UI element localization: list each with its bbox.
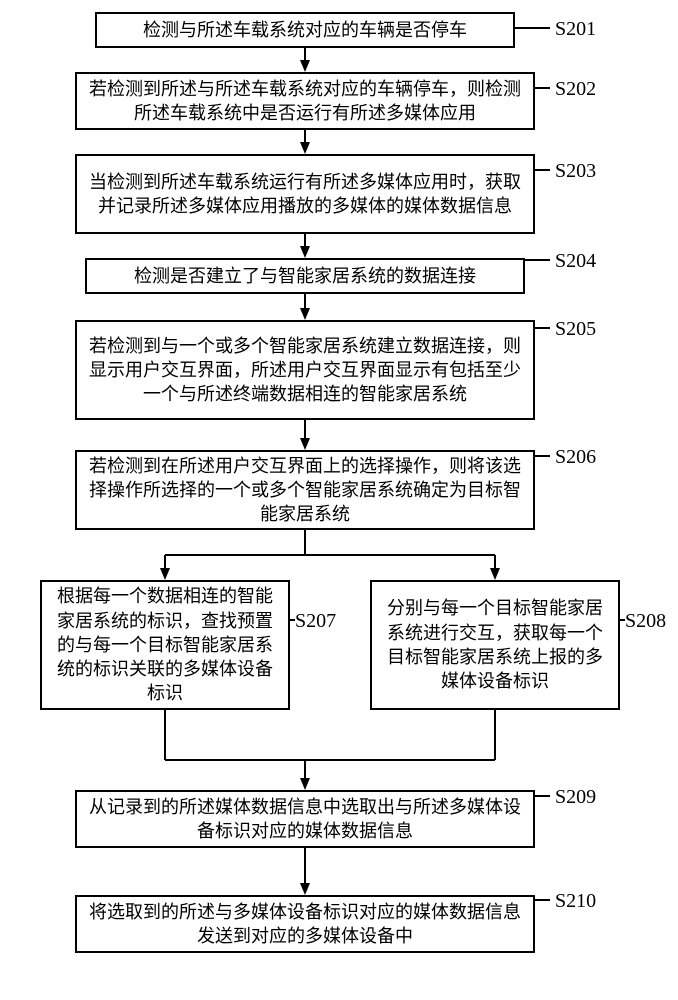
label-s202: S202 (555, 78, 596, 101)
step-s208-text: 分别与每一个目标智能家居系统进行交互，获取每一个目标智能家居系统上报的多媒体设备… (382, 596, 608, 693)
step-s203-box: 当检测到所述车载系统运行有所述多媒体应用时，获取并记录所述多媒体应用播放的多媒体… (75, 154, 535, 234)
step-s206-box: 若检测到在所述用户交互界面上的选择操作，则将该选择操作所选择的一个或多个智能家居… (75, 450, 535, 530)
label-s203-text: S203 (555, 160, 596, 182)
step-s209-box: 从记录到的所述媒体数据信息中选取出与所述多媒体设备标识对应的媒体数据信息 (75, 790, 535, 848)
label-s210-text: S210 (555, 890, 596, 912)
step-s207-box: 根据每一个数据相连的智能家居系统的标识，查找预置的与每一个目标智能家居系统的标识… (40, 580, 290, 710)
label-s209: S209 (555, 786, 596, 809)
step-s206-text: 若检测到在所述用户交互界面上的选择操作，则将该选择操作所选择的一个或多个智能家居… (87, 454, 523, 527)
step-s202-box: 若检测到所述与所述车载系统对应的车辆停车，则检测所述车载系统中是否运行有所述多媒… (75, 72, 535, 130)
label-s204-text: S204 (555, 250, 596, 272)
step-s207-text: 根据每一个数据相连的智能家居系统的标识，查找预置的与每一个目标智能家居系统的标识… (52, 584, 278, 705)
step-s202-text: 若检测到所述与所述车载系统对应的车辆停车，则检测所述车载系统中是否运行有所述多媒… (87, 77, 523, 126)
label-s205-text: S205 (555, 318, 596, 340)
label-s207: S207 (295, 610, 336, 633)
step-s209-text: 从记录到的所述媒体数据信息中选取出与所述多媒体设备标识对应的媒体数据信息 (87, 795, 523, 844)
flowchart-canvas: 检测与所述车载系统对应的车辆是否停车 若检测到所述与所述车载系统对应的车辆停车，… (0, 0, 678, 1000)
step-s205-box: 若检测到与一个或多个智能家居系统建立数据连接，则显示用户交互界面，所述用户交互界… (75, 320, 535, 420)
label-s204: S204 (555, 250, 596, 273)
label-s201-text: S201 (555, 18, 596, 40)
label-s210: S210 (555, 890, 596, 913)
label-s207-text: S207 (295, 610, 336, 632)
label-s208: S208 (625, 610, 666, 633)
label-s209-text: S209 (555, 786, 596, 808)
label-s208-text: S208 (625, 610, 666, 632)
step-s208-box: 分别与每一个目标智能家居系统进行交互，获取每一个目标智能家居系统上报的多媒体设备… (370, 580, 620, 710)
step-s205-text: 若检测到与一个或多个智能家居系统建立数据连接，则显示用户交互界面，所述用户交互界… (87, 334, 523, 407)
step-s201-box: 检测与所述车载系统对应的车辆是否停车 (95, 12, 515, 48)
label-s205: S205 (555, 318, 596, 341)
label-s206: S206 (555, 446, 596, 469)
step-s210-box: 将选取到的所述与多媒体设备标识对应的媒体数据信息发送到对应的多媒体设备中 (75, 895, 535, 953)
step-s210-text: 将选取到的所述与多媒体设备标识对应的媒体数据信息发送到对应的多媒体设备中 (87, 900, 523, 949)
step-s201-text: 检测与所述车载系统对应的车辆是否停车 (143, 18, 467, 42)
step-s204-box: 检测是否建立了与智能家居系统的数据连接 (85, 258, 525, 294)
step-s204-text: 检测是否建立了与智能家居系统的数据连接 (134, 264, 476, 288)
label-s206-text: S206 (555, 446, 596, 468)
label-s203: S203 (555, 160, 596, 183)
step-s203-text: 当检测到所述车载系统运行有所述多媒体应用时，获取并记录所述多媒体应用播放的多媒体… (87, 170, 523, 219)
label-s202-text: S202 (555, 78, 596, 100)
label-s201: S201 (555, 18, 596, 41)
